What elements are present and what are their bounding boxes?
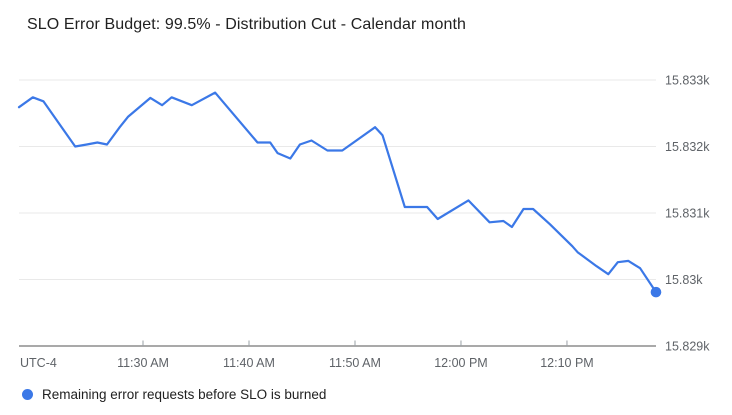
chart-title: SLO Error Budget: 99.5% - Distribution C… xyxy=(27,16,466,33)
x-axis-label: 12:10 PM xyxy=(540,356,594,370)
x-axis-label: 11:30 AM xyxy=(117,356,169,370)
x-axis-label: 11:40 AM xyxy=(223,356,275,370)
legend-series-label: Remaining error requests before SLO is b… xyxy=(42,387,327,402)
y-axis-label: 15.829k xyxy=(665,340,710,354)
y-axis-label: 15.83k xyxy=(665,273,703,287)
legend-series-marker-icon xyxy=(22,389,33,400)
series-line[interactable] xyxy=(17,91,658,294)
x-axis-label: 11:50 AM xyxy=(329,356,381,370)
series-end-point-dot[interactable] xyxy=(650,286,662,298)
y-axis-label: 15.831k xyxy=(665,206,710,220)
legend-item[interactable]: Remaining error requests before SLO is b… xyxy=(22,387,326,402)
x-axis-timezone-label: UTC-4 xyxy=(20,356,57,370)
x-axis-label: 12:00 PM xyxy=(434,356,488,370)
y-axis-label: 15.833k xyxy=(665,73,710,87)
y-axis-label: 15.832k xyxy=(665,140,710,154)
